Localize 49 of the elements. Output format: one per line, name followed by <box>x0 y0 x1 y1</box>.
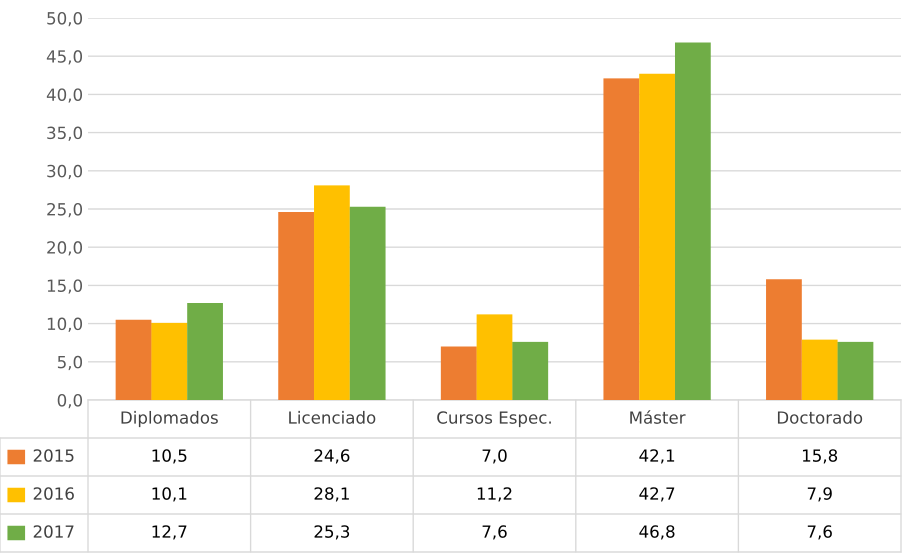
legend-label: 2015 <box>34 449 74 462</box>
data-label: 7,6 <box>482 525 507 540</box>
x-tick-label: Diplomados <box>122 410 218 428</box>
data-label: 24,6 <box>314 449 350 464</box>
data-label: 12,7 <box>152 525 186 540</box>
legend-label: 2017 <box>34 525 74 538</box>
data-label: 15,8 <box>802 449 838 464</box>
bar <box>151 322 188 400</box>
data-label: 7,9 <box>808 487 832 502</box>
x-tick-label: Doctorado <box>778 410 862 424</box>
bar <box>350 206 386 400</box>
data-label: 10,1 <box>152 487 186 502</box>
y-tick-label: 15,0 <box>48 279 82 294</box>
bar <box>674 42 711 400</box>
x-tick-label: Licenciado <box>289 410 376 424</box>
legend-label: 2016 <box>34 487 74 500</box>
bar <box>838 342 874 400</box>
bar <box>639 74 675 400</box>
y-tick-label: 45,0 <box>46 50 82 64</box>
bar <box>603 78 640 400</box>
y-tick-label: 50,0 <box>47 12 82 26</box>
data-label: 42,7 <box>639 487 674 502</box>
bar <box>116 320 152 400</box>
data-label: 42,1 <box>639 449 674 464</box>
data-label: 7,0 <box>482 449 507 464</box>
x-tick-label: Máster <box>630 410 686 424</box>
data-label: 28,1 <box>314 487 349 502</box>
bar <box>278 212 314 400</box>
data-label: 11,2 <box>478 487 512 502</box>
bar <box>314 185 350 400</box>
y-tick-label: 25,0 <box>47 202 82 218</box>
data-label: 10,5 <box>152 449 186 464</box>
y-tick-label: 5,0 <box>58 356 82 370</box>
data-label: 46,8 <box>639 525 675 540</box>
y-tick-label: 20,0 <box>47 241 82 256</box>
y-tick-label: 30,0 <box>47 164 82 180</box>
y-tick-label: 40,0 <box>46 88 82 103</box>
data-label: 25,3 <box>314 525 350 540</box>
bar <box>512 342 548 400</box>
bar <box>802 340 838 400</box>
bar <box>440 346 477 400</box>
bar <box>187 302 223 400</box>
y-tick-label: 0,0 <box>58 394 82 408</box>
bar <box>766 279 802 400</box>
y-tick-label: 35,0 <box>47 126 82 141</box>
y-tick-label: 10,0 <box>48 318 82 332</box>
bar <box>476 314 512 400</box>
data-label: 7,6 <box>808 525 832 540</box>
x-tick-label: Cursos Espec. <box>437 411 551 428</box>
